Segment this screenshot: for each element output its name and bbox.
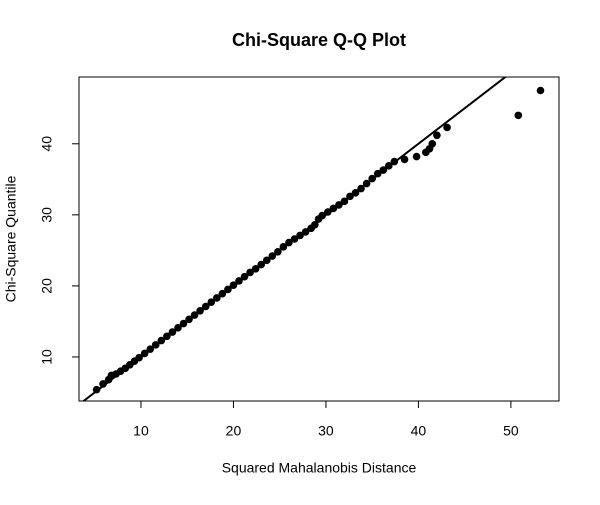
point [379, 166, 388, 174]
chart-title: Chi-Square Q-Q Plot [232, 30, 406, 50]
point [246, 268, 254, 277]
point [318, 211, 327, 220]
point [274, 247, 282, 256]
point [412, 152, 421, 161]
point [262, 256, 271, 265]
point [279, 243, 288, 251]
point [285, 238, 293, 247]
point [224, 285, 232, 294]
point [311, 220, 319, 229]
point [174, 324, 182, 332]
point [146, 345, 155, 353]
point [151, 341, 160, 349]
point [168, 328, 177, 336]
point [443, 123, 451, 132]
point [390, 157, 399, 166]
point [213, 294, 221, 302]
point [323, 208, 332, 216]
plot-frame [78, 76, 560, 402]
point [433, 131, 441, 140]
point [190, 311, 199, 319]
point [235, 277, 243, 285]
point [251, 265, 260, 273]
point [301, 228, 310, 236]
point [229, 281, 238, 289]
point [340, 197, 349, 206]
point [428, 139, 437, 148]
point [346, 192, 354, 201]
y-tick-label: 40 [39, 136, 55, 152]
point [99, 380, 107, 388]
point [296, 231, 304, 240]
point [257, 260, 265, 269]
x-tick-label: 20 [226, 423, 242, 439]
point [201, 302, 210, 311]
x-tick-label: 40 [411, 423, 427, 439]
point [92, 385, 101, 394]
point [373, 169, 382, 178]
y-tick-label: 30 [39, 207, 55, 223]
point [196, 306, 204, 315]
point [207, 298, 216, 307]
x-tick-label: 30 [318, 423, 334, 439]
y-tick-label: 10 [39, 349, 55, 365]
point [357, 184, 365, 193]
point [362, 179, 371, 188]
point [536, 86, 545, 95]
point [218, 289, 227, 298]
point [329, 204, 338, 213]
point [157, 336, 166, 345]
point [290, 235, 299, 243]
point [368, 174, 376, 183]
point [240, 272, 249, 281]
point [335, 201, 343, 209]
point [351, 189, 360, 197]
point [514, 111, 523, 120]
point [268, 252, 277, 260]
point [179, 319, 188, 328]
point [400, 155, 409, 164]
point [163, 332, 171, 341]
x-axis-label: Squared Mahalanobis Distance [222, 460, 417, 476]
point [135, 353, 143, 362]
point [140, 349, 149, 358]
x-tick-label: 10 [133, 423, 149, 439]
y-tick-label: 20 [39, 278, 55, 294]
point [385, 162, 393, 170]
x-tick-label: 50 [503, 423, 519, 439]
y-axis-label: Chi-Square Quantile [3, 175, 19, 302]
point [185, 315, 193, 324]
